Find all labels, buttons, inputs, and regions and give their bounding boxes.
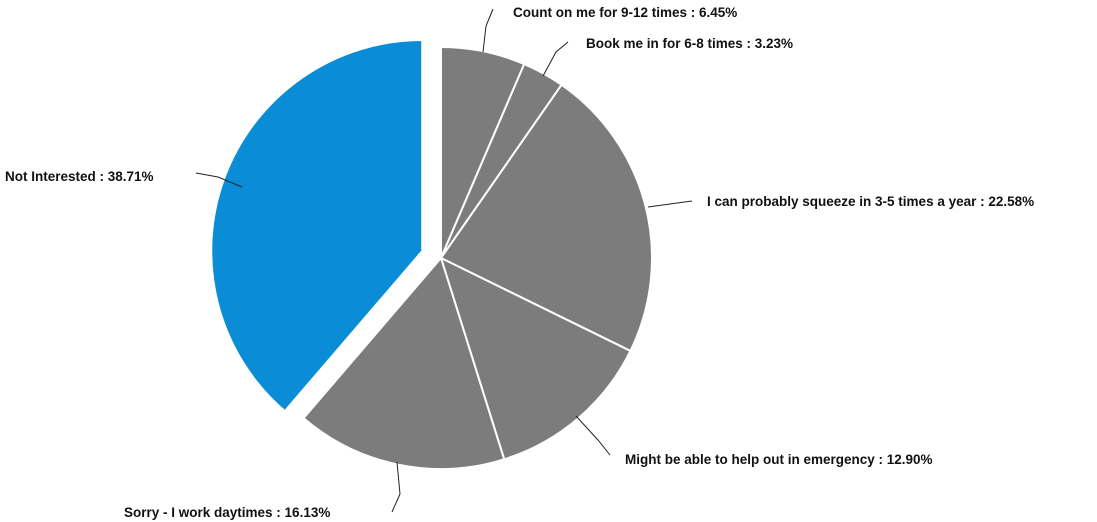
leader-lines xyxy=(195,8,693,513)
leader-line xyxy=(195,172,243,188)
slice-label: Might be able to help out in emergency :… xyxy=(625,452,933,467)
leader-line xyxy=(482,8,494,53)
pie-slices xyxy=(210,39,653,470)
leader-line xyxy=(575,415,611,456)
slice-label: I can probably squeeze in 3-5 times a ye… xyxy=(707,194,1034,209)
leader-line xyxy=(542,41,569,77)
slice-label: Sorry - I work daytimes : 16.13% xyxy=(124,505,330,520)
slice-label: Book me in for 6-8 times : 3.23% xyxy=(586,36,793,51)
slice-label: Count on me for 9-12 times : 6.45% xyxy=(513,5,737,20)
pie-slice-sorry-i-work-daytimes xyxy=(302,257,506,470)
slice-label: Not Interested : 38.71% xyxy=(5,169,154,184)
slice-labels: Count on me for 9-12 times : 6.45% Book m… xyxy=(5,5,1034,520)
leader-line xyxy=(647,200,693,208)
pie-slice-i-can-probably-squeeze-in-3-5-times-a-year xyxy=(440,83,653,352)
leader-line xyxy=(391,461,401,513)
pie-slice-not-interested xyxy=(210,39,424,413)
